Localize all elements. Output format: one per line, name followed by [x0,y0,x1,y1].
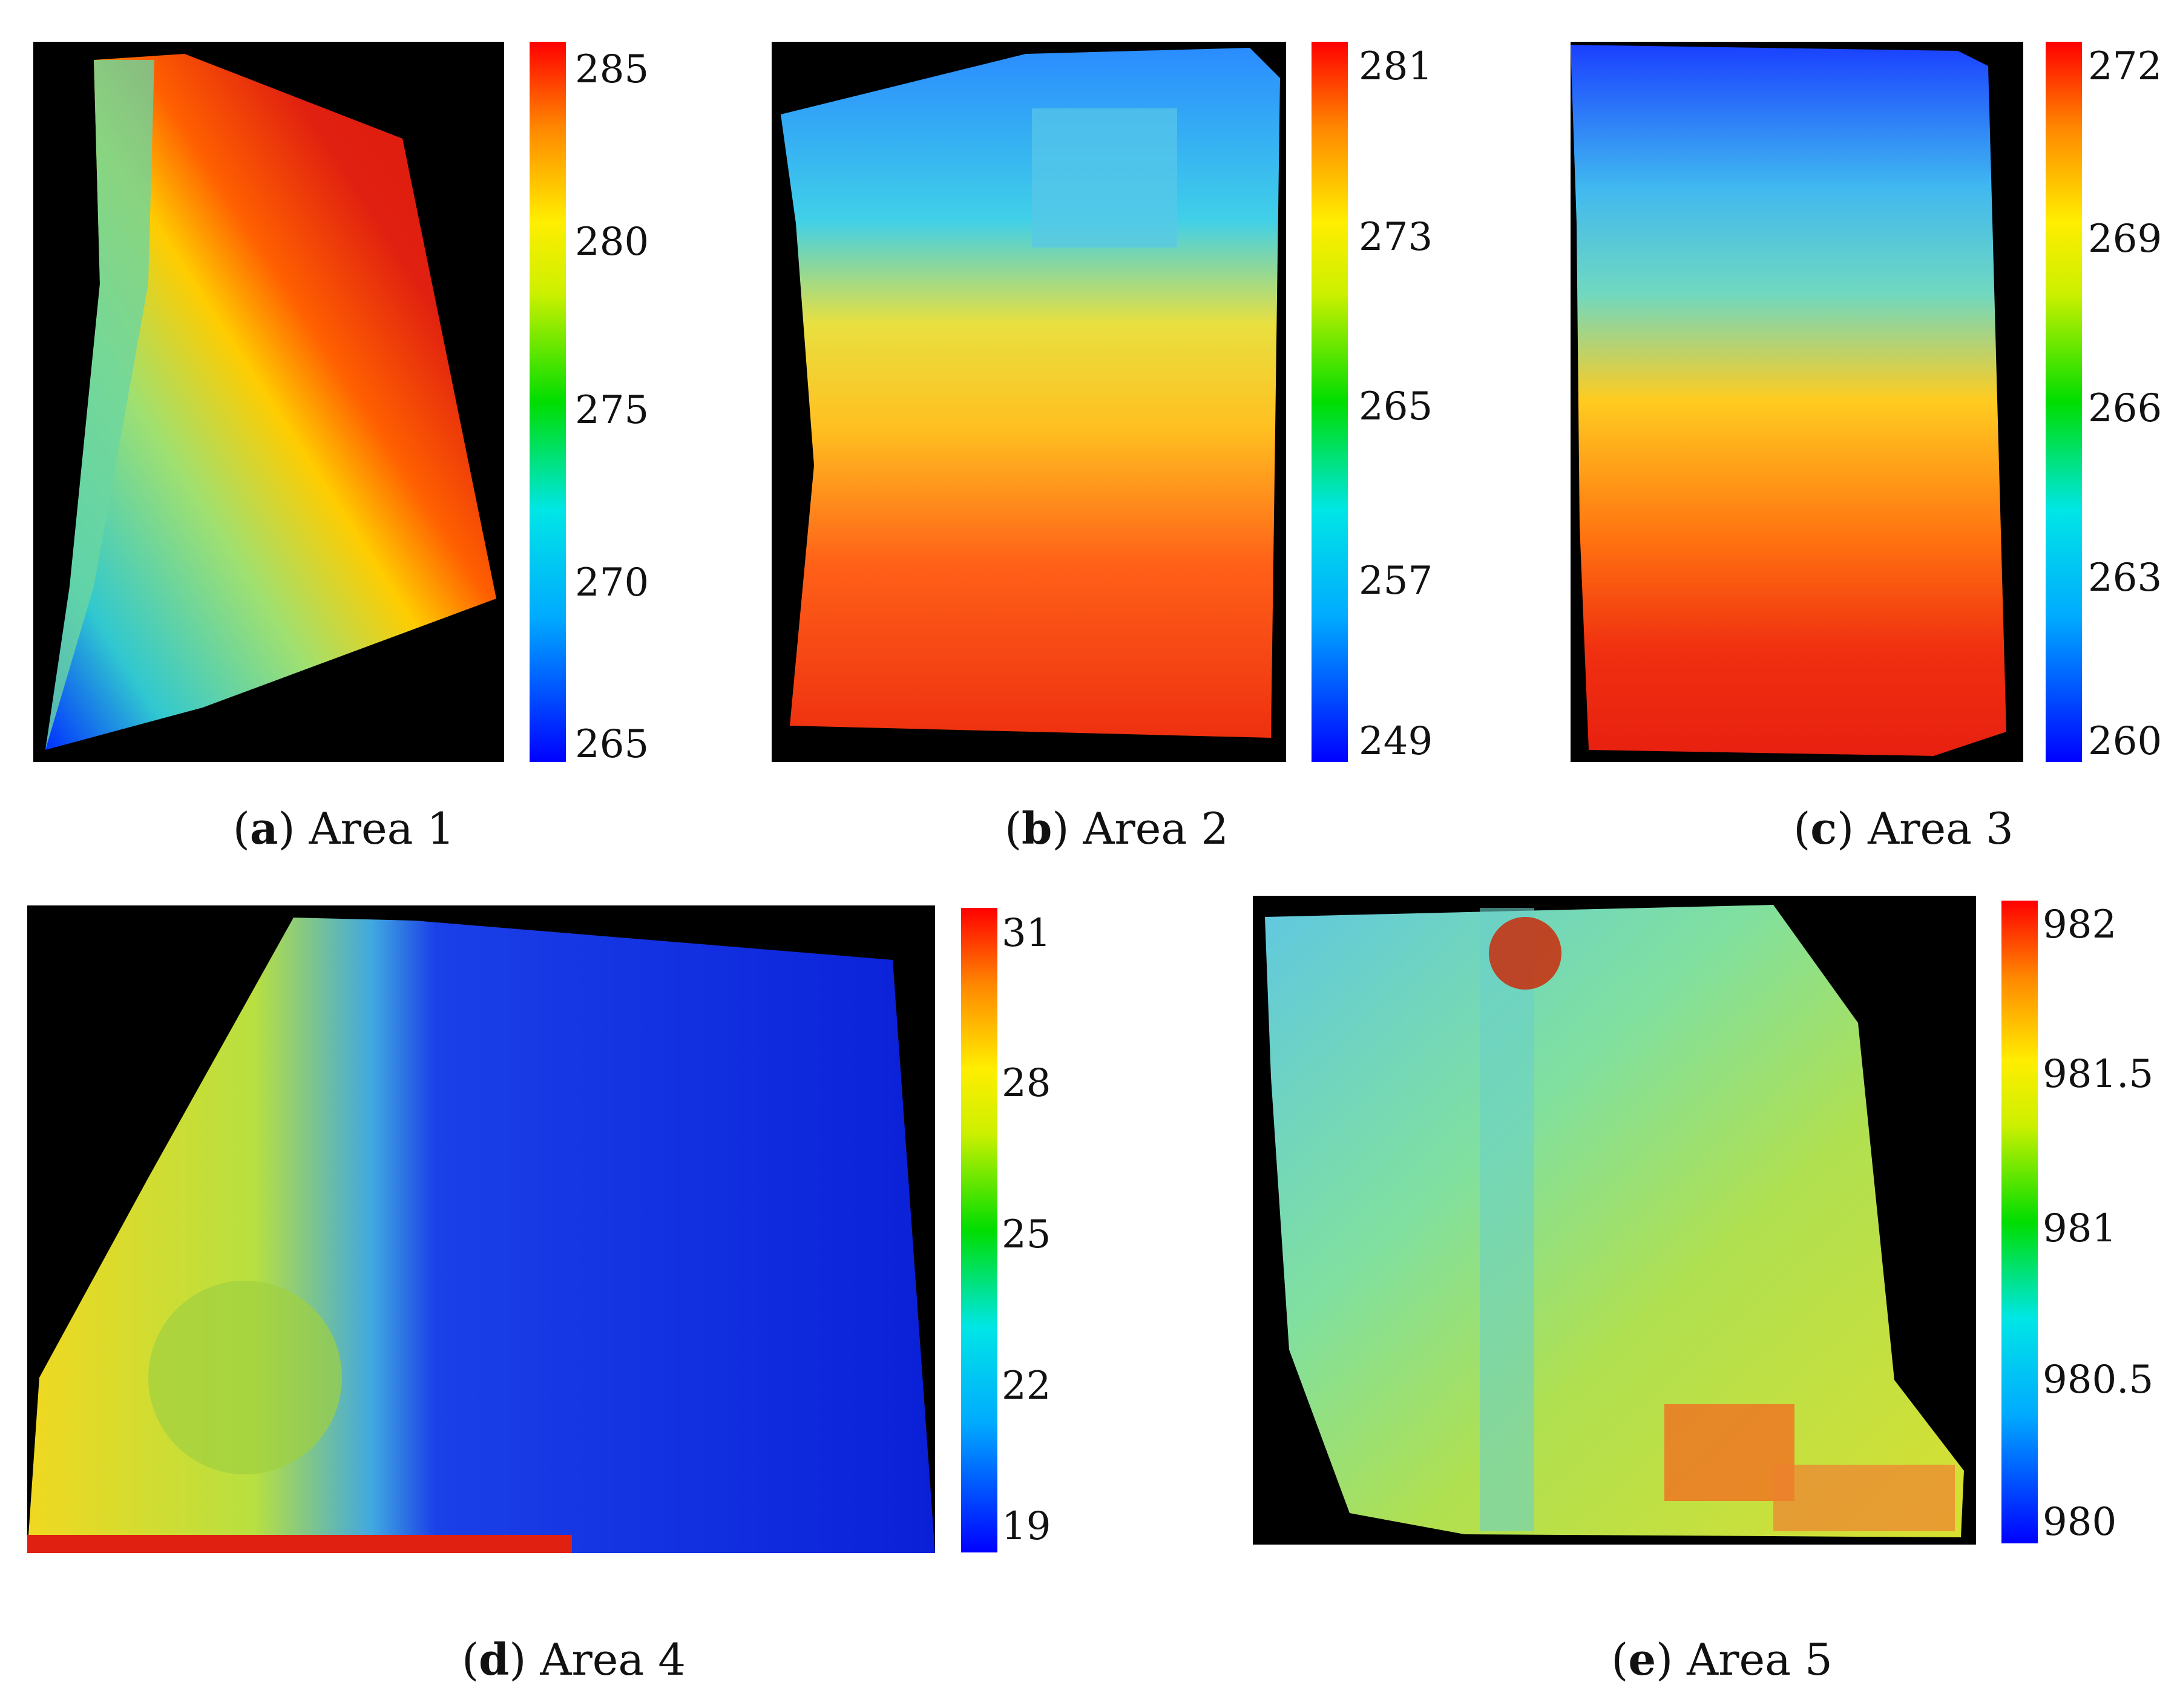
elevation-map-area-4 [27,905,935,1553]
tick-label: 249 [1359,719,1433,764]
elevation-map-area-2 [772,42,1286,762]
colorbar-area-3 [2046,42,2082,762]
tick-label: 981 [2043,1206,2117,1251]
tick-label: 980.5 [2043,1358,2154,1402]
elevation-map-area-3 [1571,42,2023,762]
tick-label: 285 [575,47,649,92]
tick-label: 265 [575,722,649,767]
elevation-map-area-5 [1253,896,1976,1545]
tick-label: 273 [1359,215,1433,260]
caption-area-1: (a) Area 1 [232,803,455,854]
elevation-map-area-1 [33,42,504,762]
tick-label: 266 [2088,386,2162,431]
tick-label: 22 [1002,1364,1051,1408]
tick-label: 257 [1359,559,1433,603]
caption-area-3: (c) Area 3 [1793,803,2014,854]
tick-label: 281 [1359,44,1433,89]
tick-label: 19 [1002,1504,1051,1549]
tick-label: 263 [2088,556,2162,600]
tick-label: 980 [2043,1500,2117,1545]
colorbar-area-2 [1312,42,1348,762]
colorbar-area-1 [530,42,566,762]
tick-label: 280 [575,220,649,264]
tick-label: 31 [1002,911,1051,956]
caption-area-2: (b) Area 2 [1004,803,1229,854]
caption-area-5: (e) Area 5 [1611,1634,1833,1685]
tick-label: 272 [2088,44,2162,89]
tick-label: 981.5 [2043,1052,2154,1097]
tick-label: 269 [2088,217,2162,261]
tick-label: 265 [1359,384,1433,429]
colorbar-area-5 [2001,901,2038,1543]
tick-label: 25 [1002,1212,1051,1257]
tick-label: 260 [2088,719,2162,764]
tick-label: 982 [2043,902,2117,947]
caption-area-4: (d) Area 4 [461,1634,686,1685]
tick-label: 28 [1002,1061,1051,1106]
colorbar-area-4 [961,908,997,1552]
tick-label: 275 [575,388,649,433]
tick-label: 270 [575,560,649,605]
